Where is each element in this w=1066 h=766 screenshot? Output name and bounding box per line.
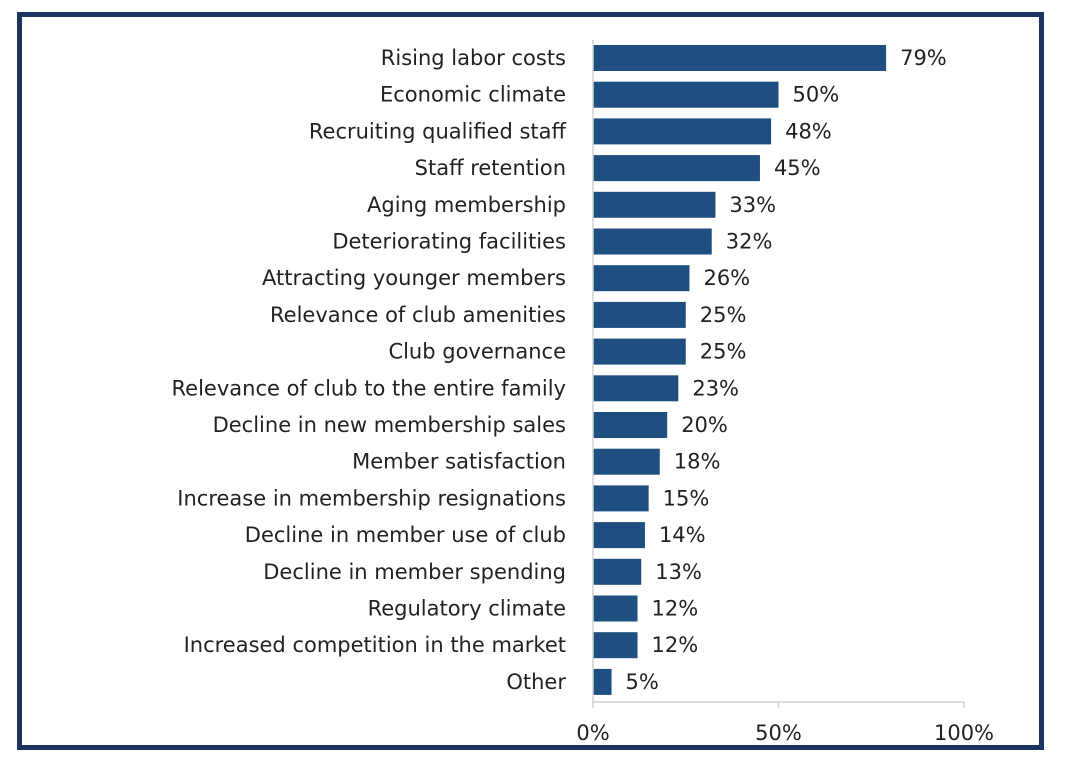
- value-label: 14%: [659, 523, 706, 547]
- value-label: 20%: [681, 413, 728, 437]
- bar: [593, 668, 612, 695]
- bar: [593, 632, 638, 659]
- bar: [593, 155, 760, 182]
- category-label: Regulatory climate: [368, 597, 566, 621]
- category-label: Relevance of club to the entire family: [172, 376, 566, 400]
- category-label: Member satisfaction: [352, 450, 566, 474]
- value-label: 32%: [726, 230, 773, 254]
- x-tick-label: 100%: [934, 721, 994, 745]
- category-label: Decline in member spending: [263, 560, 566, 584]
- value-label: 12%: [652, 597, 699, 621]
- value-label: 50%: [793, 83, 840, 107]
- category-label: Economic climate: [380, 83, 566, 107]
- bar: [593, 301, 686, 328]
- bar: [593, 595, 638, 622]
- value-label: 5%: [626, 670, 659, 694]
- value-label: 79%: [900, 46, 947, 70]
- value-label: 25%: [700, 303, 747, 327]
- category-label: Decline in new membership sales: [213, 413, 566, 437]
- value-label: 15%: [663, 486, 710, 510]
- bar: [593, 81, 779, 108]
- value-label: 48%: [785, 119, 832, 143]
- category-label: Attracting younger members: [262, 266, 566, 290]
- category-label: Decline in member use of club: [245, 523, 566, 547]
- category-label: Other: [506, 670, 566, 694]
- bar: [593, 338, 686, 365]
- value-label: 45%: [774, 156, 821, 180]
- value-label: 13%: [655, 560, 702, 584]
- value-label: 26%: [703, 266, 750, 290]
- x-tick-label: 0%: [576, 721, 609, 745]
- bar: [593, 191, 716, 218]
- category-label: Rising labor costs: [381, 46, 566, 70]
- value-label: 33%: [729, 193, 776, 217]
- bar: [593, 228, 712, 255]
- bar: [593, 375, 679, 402]
- category-label: Aging membership: [367, 193, 566, 217]
- value-label: 18%: [674, 450, 721, 474]
- bar: [593, 412, 668, 438]
- bar: [593, 448, 660, 475]
- bar: [593, 265, 690, 292]
- chart-frame: [17, 12, 1044, 750]
- category-label: Club governance: [388, 340, 566, 364]
- category-label: Staff retention: [415, 156, 566, 180]
- bar: [593, 45, 887, 71]
- category-label: Increased competition in the market: [184, 633, 566, 657]
- category-label: Deteriorating facilities: [332, 230, 566, 254]
- value-label: 12%: [652, 633, 699, 657]
- category-label: Increase in membership resignations: [177, 486, 566, 510]
- bar: [593, 118, 772, 145]
- bar: [593, 558, 642, 585]
- x-tick-label: 50%: [755, 721, 802, 745]
- category-label: Relevance of club amenities: [270, 303, 566, 327]
- bar: [593, 522, 645, 549]
- category-label: Recruiting qualified staff: [309, 119, 567, 143]
- value-label: 25%: [700, 340, 747, 364]
- value-label: 23%: [692, 376, 739, 400]
- bar: [593, 485, 649, 512]
